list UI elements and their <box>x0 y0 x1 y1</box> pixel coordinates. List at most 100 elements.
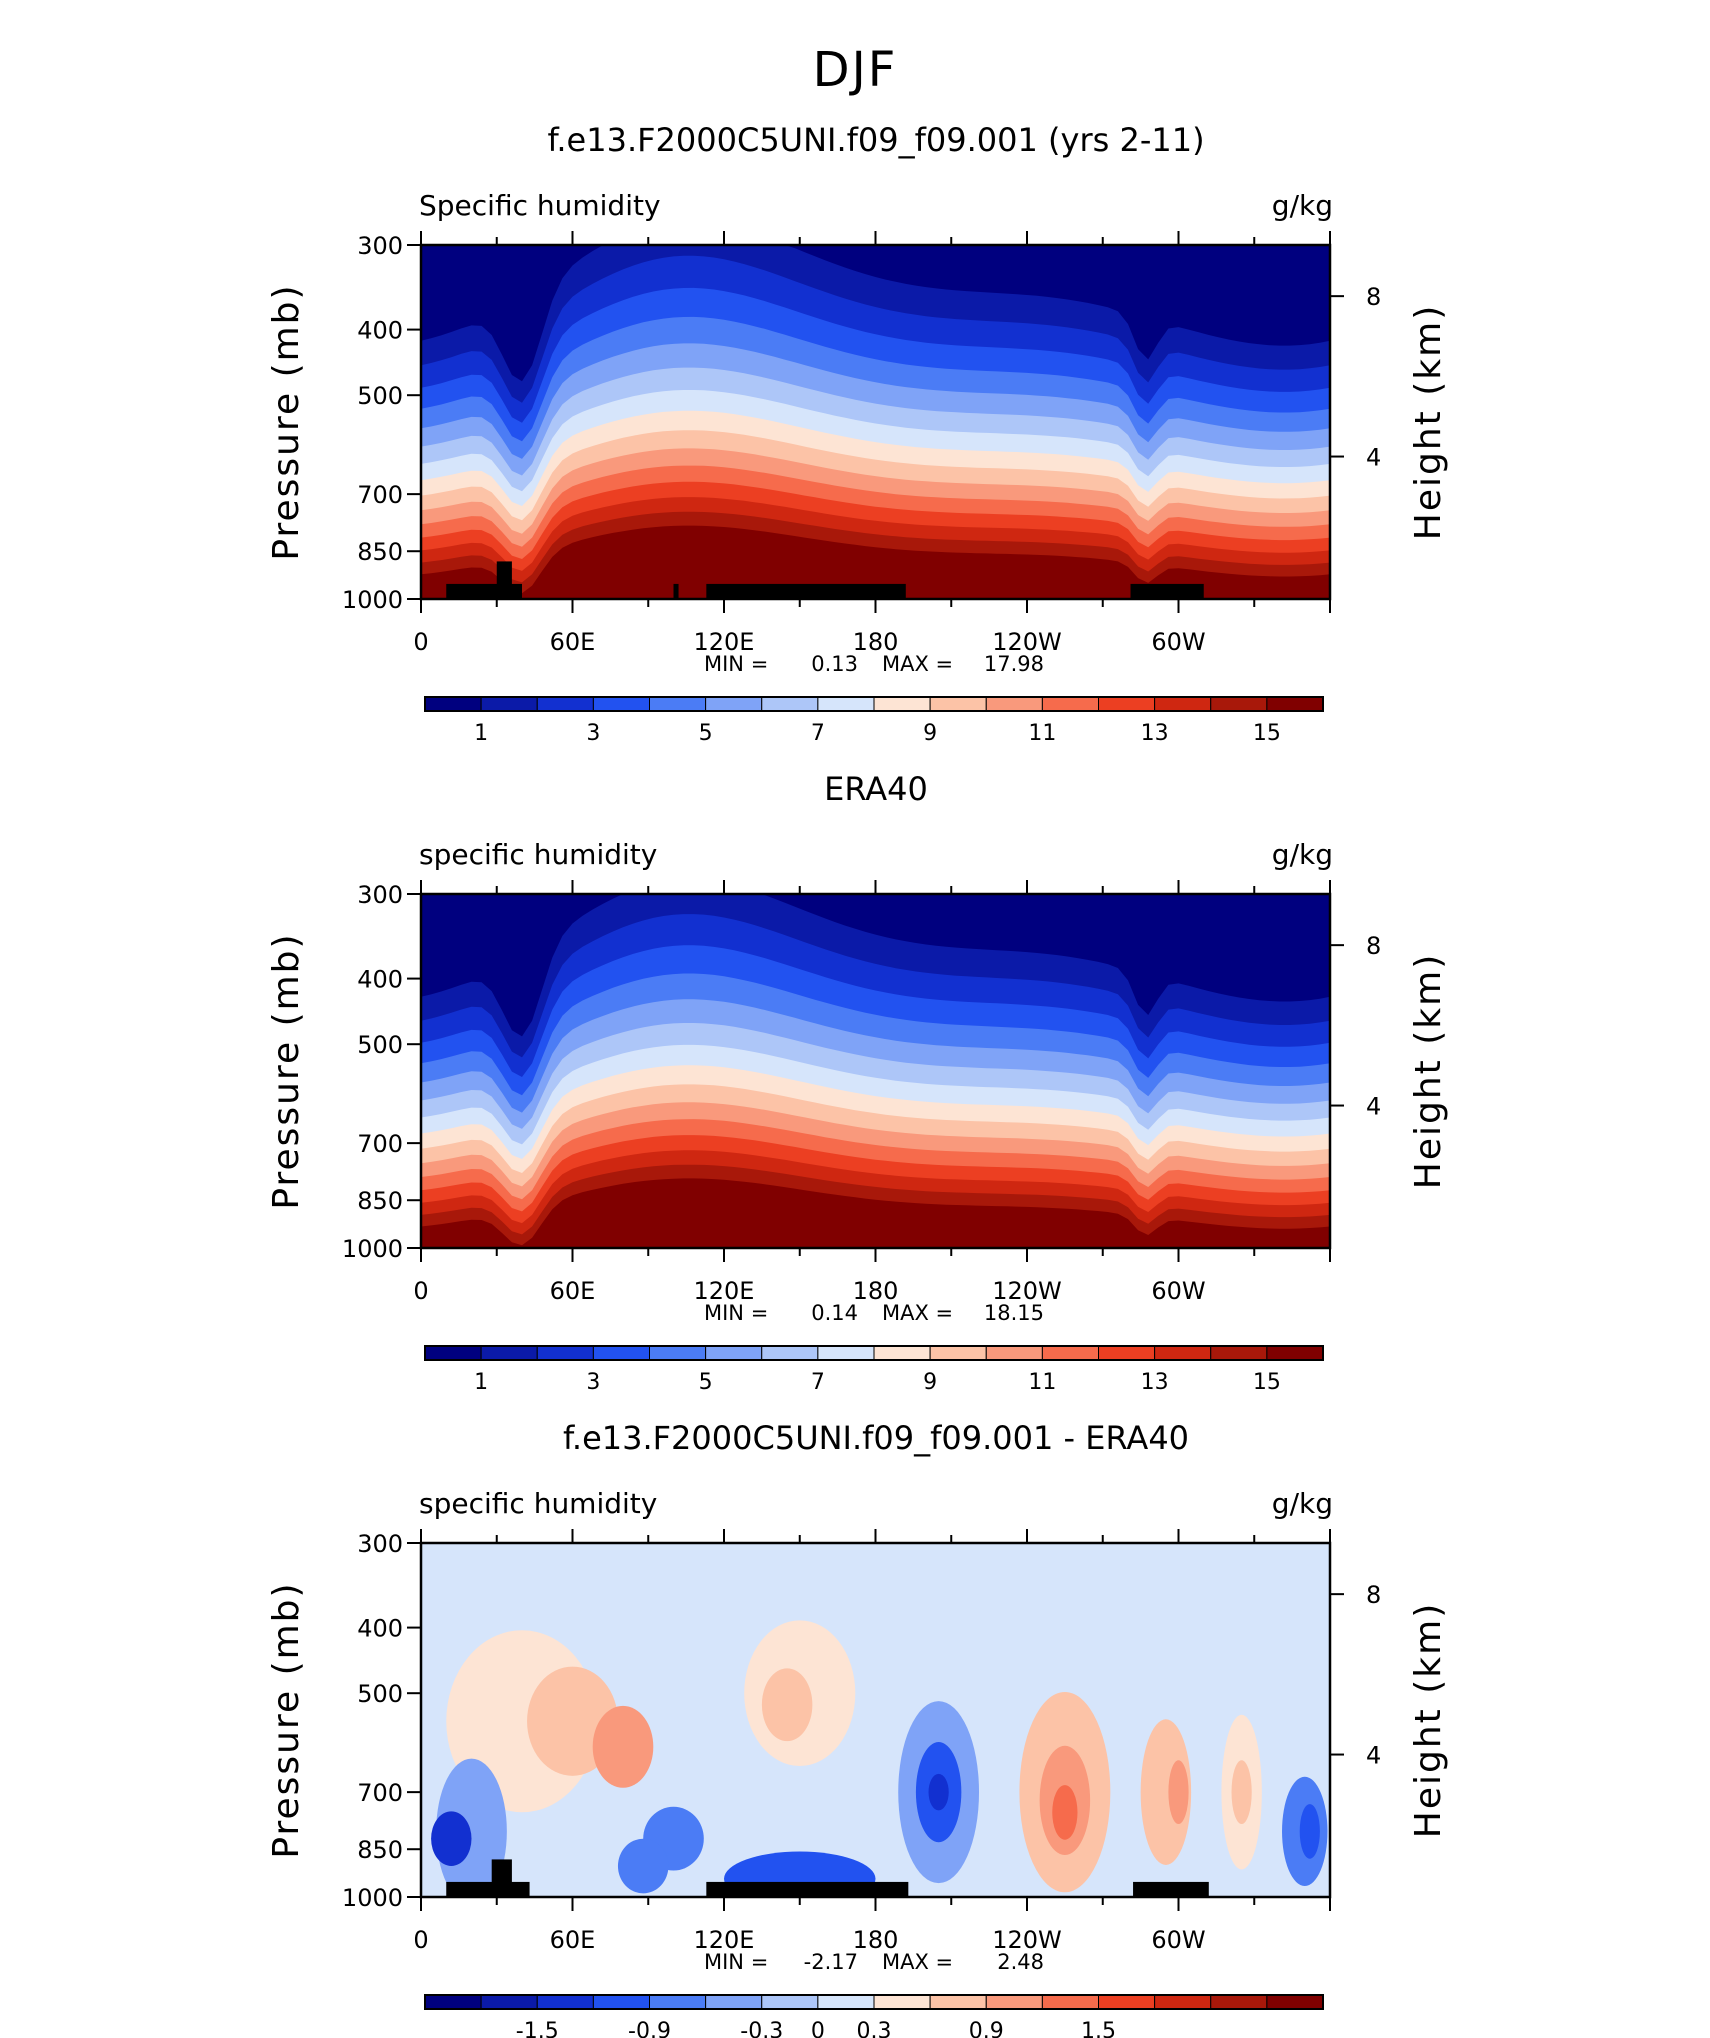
colorbar-box <box>424 1345 482 1361</box>
contour-band <box>617 1838 669 1894</box>
stat-min-value: 0.14 <box>811 1301 858 1325</box>
y-tick-label: 700 <box>357 1779 403 1807</box>
x-tick-label: 60E <box>550 1277 596 1305</box>
colorbar-box <box>761 696 819 712</box>
terrain-mask <box>496 561 512 599</box>
panel-title: f.e13.F2000C5UNI.f09_f09.001 - ERA40 <box>563 1419 1189 1457</box>
colorbar-box <box>817 1345 875 1361</box>
y-tick-label: 700 <box>357 481 403 509</box>
colorbar-box <box>761 1345 819 1361</box>
colorbar-box <box>873 1345 931 1361</box>
x-tick-label: 120E <box>694 1926 755 1954</box>
contour-band <box>1140 1719 1192 1865</box>
colorbar-box <box>592 1345 650 1361</box>
colorbar-box <box>817 1994 875 2010</box>
x-tick-label: 60E <box>550 628 596 656</box>
y-tick-label: 850 <box>357 538 403 566</box>
colorbar-label: -0.3 <box>740 2019 783 2038</box>
variable-label: specific humidity <box>419 1487 657 1520</box>
colorbar-box <box>1154 1345 1212 1361</box>
panel-title: ERA40 <box>824 770 928 808</box>
x-tick-label: 180 <box>853 1277 899 1305</box>
y-tick-label: 1000 <box>342 1235 403 1263</box>
contour-band <box>1299 1804 1320 1859</box>
x-tick-label: 60W <box>1151 628 1205 656</box>
colorbar-label: 3 <box>586 1370 600 1395</box>
colorbar-label: 1.5 <box>1081 2019 1116 2038</box>
colorbar-box <box>424 1994 482 2010</box>
colorbar-box <box>1098 696 1156 712</box>
colorbar-label: 5 <box>699 721 713 746</box>
y-axis-label: Pressure (mb) <box>266 932 307 1209</box>
colorbar-label: 7 <box>811 721 825 746</box>
colorbar-box <box>1041 696 1099 712</box>
stat-max-value: 17.98 <box>984 652 1044 676</box>
contour-band <box>1052 1785 1078 1840</box>
y-axis-right-label: Height (km) <box>1408 1602 1449 1838</box>
y-tick-label: 300 <box>357 232 403 260</box>
y-tick-label: 850 <box>357 1187 403 1215</box>
colorbar-box <box>1098 1345 1156 1361</box>
colorbar-box <box>1266 1345 1324 1361</box>
y-tick-label: 400 <box>357 317 403 345</box>
contour-field <box>421 1543 1330 1897</box>
y-right-tick-label: 8 <box>1366 283 1381 311</box>
y-tick-label: 500 <box>357 1680 403 1708</box>
colorbar-box <box>929 696 987 712</box>
y-tick-label: 1000 <box>342 586 403 614</box>
units-label: g/kg <box>1272 189 1333 222</box>
colorbar-box <box>1210 1994 1268 2010</box>
x-tick-label: 180 <box>853 1926 899 1954</box>
colorbar-box <box>1098 1994 1156 2010</box>
colorbar-box <box>1210 1345 1268 1361</box>
colorbar-box <box>649 1994 707 2010</box>
colorbar-box <box>985 1345 1043 1361</box>
colorbar-box <box>649 696 707 712</box>
colorbar-box <box>985 696 1043 712</box>
y-right-tick-label: 4 <box>1366 444 1381 472</box>
figure-supertitle: DJF <box>812 42 898 98</box>
colorbar-frame <box>424 1345 1324 1361</box>
colorbar-label: 0.9 <box>969 2019 1004 2038</box>
colorbar-box <box>1041 1345 1099 1361</box>
y-tick-label: 500 <box>357 1031 403 1059</box>
colorbar-label: -0.9 <box>628 2019 671 2038</box>
x-tick-label: 120E <box>694 628 755 656</box>
colorbar-box <box>873 696 931 712</box>
stat-min-value: -2.17 <box>804 1950 858 1974</box>
terrain-mask <box>706 1881 909 1897</box>
y-right-tick-label: 8 <box>1366 932 1381 960</box>
stat-max-value: 2.48 <box>997 1950 1044 1974</box>
stat-max-label: MAX = <box>882 1950 953 1974</box>
variable-label: Specific humidity <box>419 189 661 222</box>
y-axis-label: Pressure (mb) <box>266 283 307 560</box>
x-tick-label: 0 <box>413 628 428 656</box>
colorbar-box <box>649 1345 707 1361</box>
colorbar-box <box>480 1345 538 1361</box>
contour-field <box>421 245 1330 599</box>
terrain-mask <box>1130 583 1204 599</box>
stat-min-label: MIN = <box>704 1950 768 1974</box>
x-tick-label: 60W <box>1151 1926 1205 1954</box>
colorbar-box <box>817 696 875 712</box>
y-tick-label: 300 <box>357 1530 403 1558</box>
contour-band <box>761 1668 813 1742</box>
contour-band <box>592 1705 654 1788</box>
stat-min-label: MIN = <box>704 652 768 676</box>
stat-min-label: MIN = <box>704 1301 768 1325</box>
y-tick-label: 400 <box>357 966 403 994</box>
terrain-mask <box>1133 1881 1209 1897</box>
x-tick-label: 0 <box>413 1926 428 1954</box>
terrain-mask <box>446 1881 530 1897</box>
colorbar-box <box>1266 1994 1324 2010</box>
colorbar-box <box>592 1994 650 2010</box>
y-right-tick-label: 8 <box>1366 1581 1381 1609</box>
colorbar-box <box>424 696 482 712</box>
colorbar-box <box>536 1994 594 2010</box>
colorbar-label: -1.5 <box>516 2019 559 2038</box>
y-axis-right-label: Height (km) <box>1408 304 1449 540</box>
contour-band <box>421 1178 1330 1248</box>
stat-max-value: 18.15 <box>984 1301 1044 1325</box>
x-tick-label: 180 <box>853 628 899 656</box>
y-right-tick-label: 4 <box>1366 1093 1381 1121</box>
